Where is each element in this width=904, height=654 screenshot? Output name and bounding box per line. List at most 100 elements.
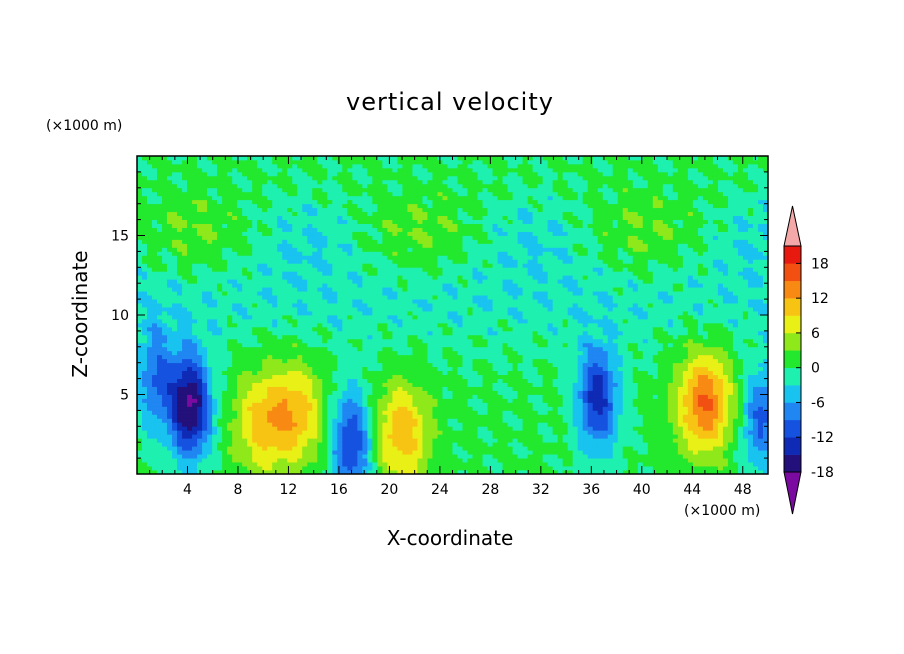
field-cell [382, 247, 388, 252]
field-cell [162, 354, 168, 360]
field-cell [197, 215, 203, 220]
field-cell [297, 402, 303, 407]
field-cell [357, 386, 363, 391]
field-cell [307, 398, 313, 403]
field-cell [267, 175, 273, 181]
field-cell [272, 219, 278, 224]
field-cell [387, 167, 393, 173]
field-cell [167, 215, 173, 220]
field-cell [337, 315, 343, 320]
field-cell [402, 227, 408, 232]
field-cell [407, 159, 413, 165]
field-cell [432, 291, 438, 296]
field-cell [242, 251, 248, 256]
field-cell [237, 275, 243, 280]
field-cell [442, 454, 448, 459]
field-cell [137, 374, 143, 380]
field-cell [247, 386, 253, 391]
field-cell [257, 251, 263, 256]
field-cell [437, 454, 443, 459]
field-cell [337, 191, 343, 197]
field-cell [187, 243, 193, 248]
field-cell [182, 334, 188, 340]
field-cell [282, 311, 288, 316]
field-cell [382, 370, 388, 376]
field-cell [147, 215, 153, 220]
field-cell [157, 370, 163, 376]
field-cell [427, 462, 433, 467]
field-cell [442, 295, 448, 300]
field-cell [392, 259, 398, 264]
field-cell [257, 295, 263, 300]
field-cell [302, 315, 308, 320]
field-cell [277, 279, 283, 284]
field-cell [287, 239, 293, 244]
field-cell [252, 406, 258, 411]
field-cell [172, 211, 178, 217]
field-cell [212, 243, 218, 248]
field-cell [392, 156, 398, 161]
field-cell [242, 386, 248, 391]
field-cell [252, 386, 258, 391]
field-cell [257, 398, 263, 403]
field-cell [297, 279, 303, 284]
field-cell [407, 255, 413, 260]
field-cell [352, 410, 358, 415]
field-cell [167, 362, 173, 368]
field-cell [152, 470, 158, 475]
field-cell [417, 418, 423, 423]
field-cell [367, 195, 373, 201]
field-cell [192, 315, 198, 320]
field-cell [272, 231, 278, 236]
field-cell [242, 247, 248, 252]
field-cell [222, 315, 228, 320]
field-cell [202, 315, 208, 320]
field-cell [377, 227, 383, 232]
field-cell [287, 454, 293, 459]
field-cell [322, 211, 328, 217]
field-cell [422, 438, 428, 443]
field-cell [167, 350, 173, 356]
field-cell [357, 434, 363, 439]
field-cell [287, 167, 293, 173]
field-cell [277, 442, 283, 447]
field-cell [372, 434, 378, 439]
field-cell [272, 255, 278, 260]
field-cell [202, 446, 208, 451]
field-cell [402, 171, 408, 177]
field-cell [237, 462, 243, 467]
field-cell [152, 426, 158, 431]
field-cell [242, 271, 248, 276]
field-cell [397, 430, 403, 435]
field-cell [277, 398, 283, 403]
field-cell [267, 239, 273, 244]
field-cell [337, 374, 343, 380]
field-cell [437, 334, 443, 340]
field-cell [197, 315, 203, 320]
field-cell [342, 330, 348, 336]
field-cell [282, 167, 288, 173]
field-cell [192, 299, 198, 304]
field-cell [202, 259, 208, 264]
field-cell [407, 203, 413, 209]
field-cell [157, 346, 163, 352]
field-cell [412, 418, 418, 423]
field-cell [437, 430, 443, 435]
field-cell [222, 338, 228, 344]
field-cell [182, 243, 188, 248]
field-cell [422, 382, 428, 387]
field-cell [417, 159, 423, 165]
field-cell [417, 354, 423, 360]
field-cell [252, 251, 258, 256]
field-cell [432, 255, 438, 260]
field-cell [332, 390, 338, 395]
field-cell [377, 366, 383, 372]
field-cell [342, 318, 348, 324]
field-cell [422, 279, 428, 284]
field-cell [207, 422, 213, 427]
field-cell [422, 156, 428, 161]
field-cell [222, 279, 228, 284]
field-cell [347, 287, 353, 292]
field-cell [232, 207, 238, 213]
field-cell [222, 271, 228, 276]
